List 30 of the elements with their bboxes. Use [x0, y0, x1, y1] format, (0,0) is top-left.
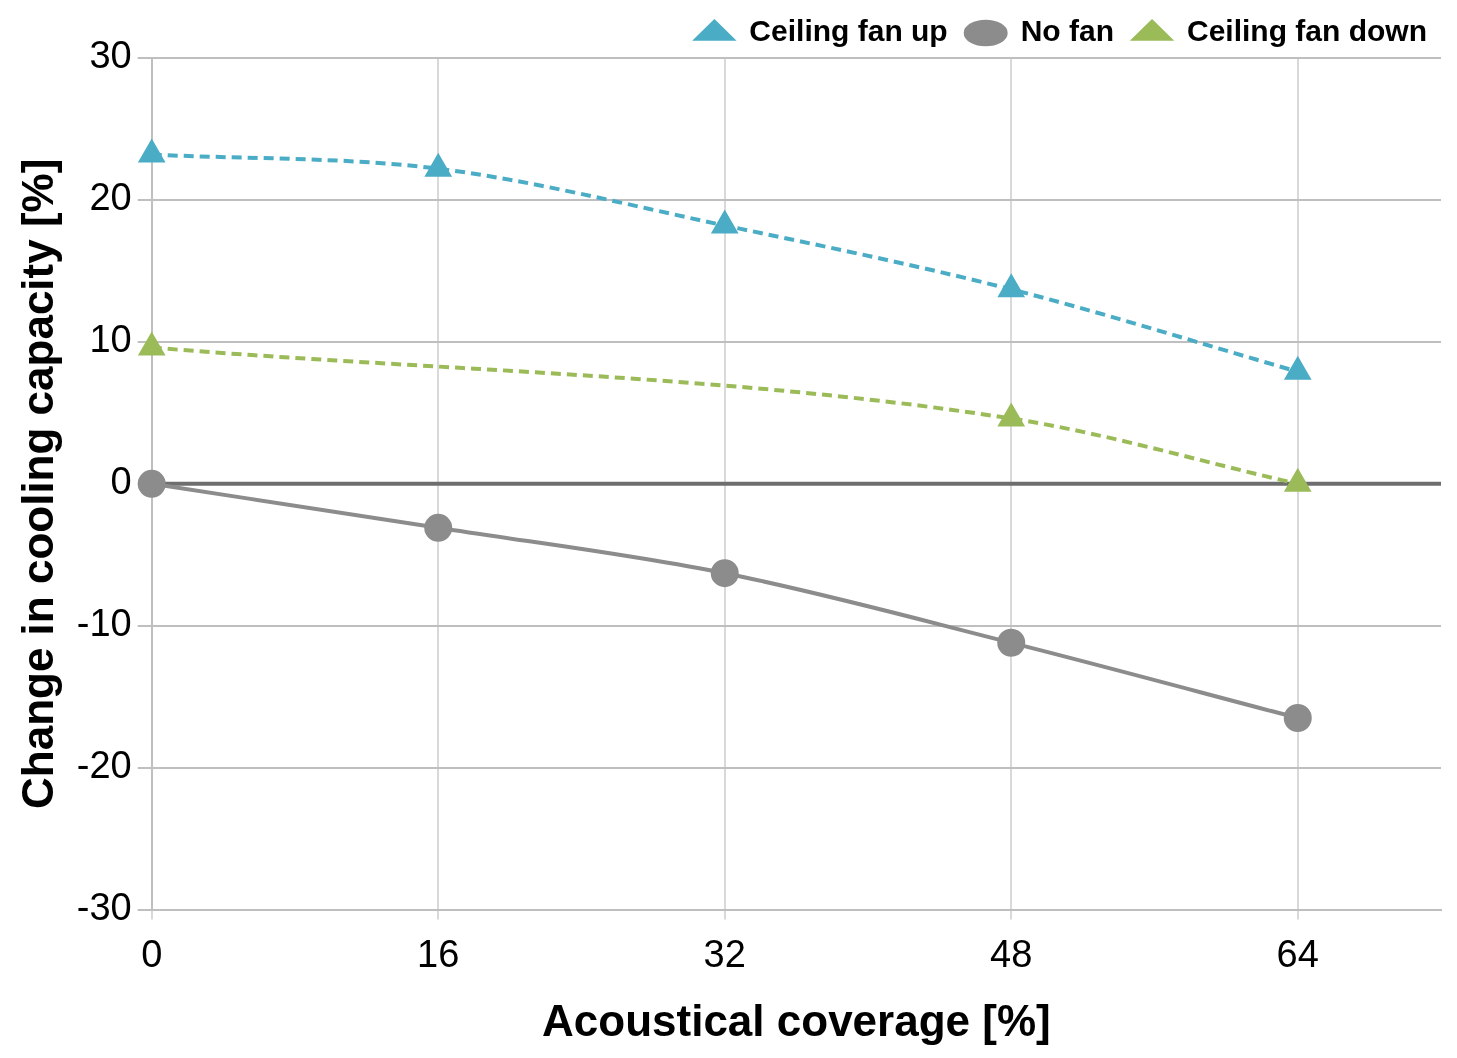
x-tick-label: 0 — [141, 932, 163, 975]
point — [138, 331, 166, 356]
y-tick-label: -20 — [76, 744, 132, 787]
y-tick-label: -10 — [76, 602, 132, 645]
x-axis-title: Acoustical coverage [%] — [542, 995, 1051, 1045]
point — [138, 138, 166, 163]
y-tick-label: 30 — [89, 34, 132, 77]
point — [997, 402, 1025, 427]
point — [997, 628, 1026, 657]
point — [710, 559, 739, 588]
point — [1283, 703, 1312, 732]
y-axis-title: Change in cooling capacity [%] — [12, 158, 62, 809]
point — [137, 469, 166, 498]
point — [1285, 469, 1311, 492]
x-tick-label: 48 — [990, 932, 1033, 975]
y-tick-label: 0 — [110, 460, 132, 503]
y-tick-label: 10 — [89, 318, 132, 361]
point — [712, 211, 738, 234]
point — [998, 275, 1024, 298]
point — [424, 513, 453, 542]
legend-label: Ceiling fan down — [1187, 14, 1428, 48]
y-tick-label: -30 — [76, 886, 132, 929]
legend-label: No fan — [1020, 14, 1115, 48]
x-tick-label: 64 — [1276, 932, 1319, 975]
legend-label: Ceiling fan up — [749, 14, 948, 48]
x-tick-label: 32 — [703, 932, 746, 975]
y-tick-label: 20 — [89, 176, 132, 219]
point — [424, 152, 452, 177]
x-tick-label: 16 — [417, 932, 460, 975]
point — [1284, 355, 1312, 380]
